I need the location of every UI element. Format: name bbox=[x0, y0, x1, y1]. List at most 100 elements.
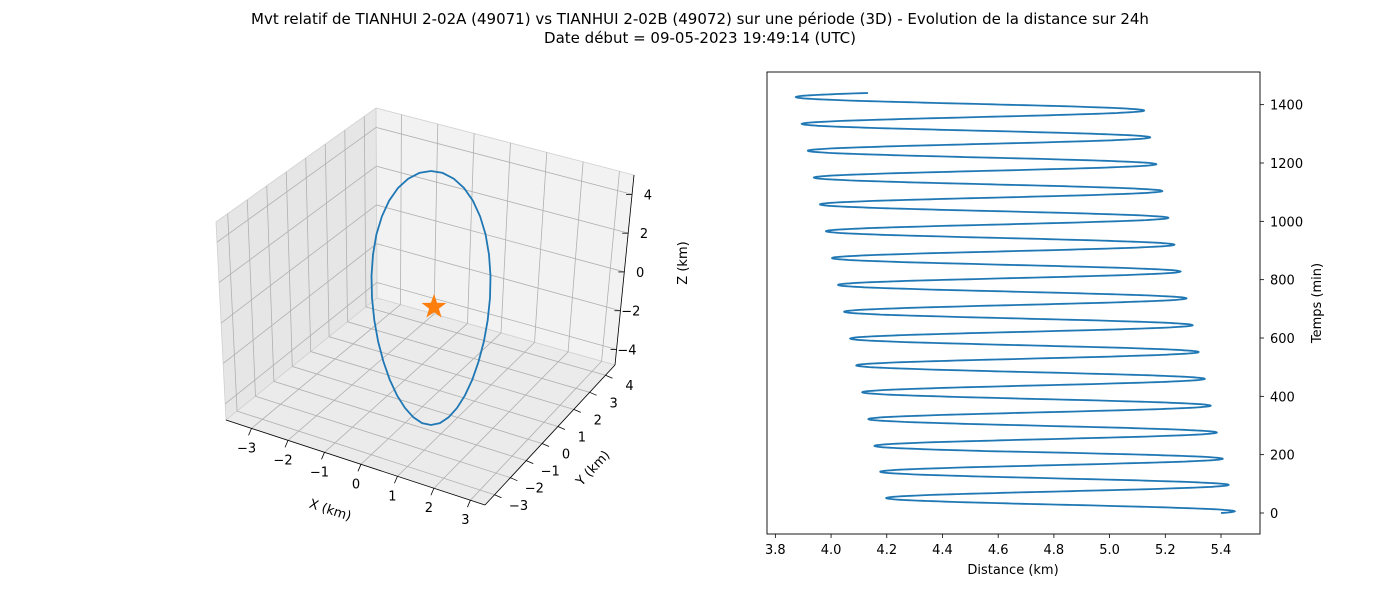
y-tick bbox=[573, 409, 581, 413]
x-gridline bbox=[567, 161, 584, 352]
y-tick-label-2d: 400 bbox=[1270, 390, 1295, 405]
y-gridline bbox=[365, 306, 606, 376]
y-gridline bbox=[246, 199, 256, 397]
figure-title-line1: Mvt relatif de TIANHUI 2-02A (49071) vs … bbox=[251, 10, 1149, 28]
y-tick bbox=[510, 477, 518, 482]
y-axis-line bbox=[484, 364, 616, 506]
y-tick-label: 2 bbox=[594, 413, 602, 428]
y-tick bbox=[494, 494, 502, 499]
z-tick-label: −2 bbox=[621, 305, 640, 320]
x-gridline bbox=[534, 152, 548, 343]
y-tick-label-2d: 200 bbox=[1270, 449, 1295, 464]
x-tick bbox=[394, 476, 398, 484]
x-axis-line bbox=[225, 419, 486, 506]
x-tick-label: 2 bbox=[425, 501, 433, 516]
x-axis-label: X (km) bbox=[307, 497, 353, 525]
y-axis-label-2d: Temps (min) bbox=[1310, 263, 1325, 344]
distance-series-line bbox=[794, 92, 1237, 514]
y-gridline bbox=[285, 171, 293, 367]
x-tick-label: −1 bbox=[310, 465, 329, 480]
x-tick bbox=[248, 428, 252, 436]
y-tick-label: 4 bbox=[625, 379, 633, 394]
x-gridline bbox=[500, 142, 511, 333]
y-tick-label-2d: 600 bbox=[1270, 332, 1295, 347]
x-tick bbox=[430, 488, 435, 496]
x-gridline bbox=[287, 313, 435, 441]
y-gridline bbox=[324, 144, 330, 337]
z-gridline bbox=[218, 165, 377, 283]
y-gridline bbox=[347, 321, 590, 393]
x-tick bbox=[357, 464, 362, 472]
y-gridline bbox=[266, 185, 275, 382]
x-gridline bbox=[433, 351, 569, 489]
x-gridline bbox=[470, 360, 602, 501]
orbit-line bbox=[370, 170, 492, 426]
z-gridline bbox=[376, 165, 629, 234]
y-tick-label-2d: 1400 bbox=[1270, 99, 1303, 114]
z-tick-label: 0 bbox=[636, 266, 644, 281]
z-gridline bbox=[376, 127, 633, 195]
y-gridline bbox=[292, 366, 543, 444]
y-gridline bbox=[363, 116, 367, 307]
x-tick bbox=[284, 440, 289, 448]
figure-title: Mvt relatif de TIANHUI 2-02A (49071) vs … bbox=[0, 10, 1400, 48]
x-tick bbox=[321, 452, 325, 460]
x-tick-label: 3 bbox=[461, 513, 469, 528]
y-gridline bbox=[305, 158, 312, 352]
y-tick-label: 3 bbox=[609, 396, 617, 411]
x-tick bbox=[467, 500, 471, 508]
z-tick-label: −4 bbox=[617, 343, 636, 358]
y-axis-label: Y (km) bbox=[573, 448, 614, 490]
z-gridline bbox=[376, 204, 625, 273]
plot-area-frame bbox=[766, 71, 1261, 535]
x-tick-label: −3 bbox=[237, 441, 256, 456]
y-gridline bbox=[273, 380, 527, 461]
y-tick-label-2d: 1000 bbox=[1270, 215, 1303, 230]
x-tick-label-2d: 3.8 bbox=[765, 543, 786, 558]
ticks-2d: 3.8 4.0 4.2 4.4 4.6 4.8 5.0 5.2 5.4 0 200 400 600 800… bbox=[765, 99, 1303, 558]
x-gridline bbox=[397, 342, 535, 477]
x-gridline bbox=[433, 124, 439, 315]
axes-3d bbox=[225, 174, 635, 506]
y-tick-label: 1 bbox=[578, 430, 586, 445]
z-gridline bbox=[224, 282, 378, 405]
x-tick-label-2d: 4.0 bbox=[821, 543, 842, 558]
y-tick-label: −3 bbox=[509, 499, 528, 514]
y-tick-label: −2 bbox=[525, 482, 544, 497]
y-tick-label: −1 bbox=[541, 465, 560, 480]
y-gridline bbox=[255, 395, 511, 479]
y-gridline bbox=[227, 213, 238, 412]
z-gridline bbox=[216, 127, 377, 243]
z-tick-label: 4 bbox=[644, 188, 652, 203]
x-tick-label: −2 bbox=[273, 453, 292, 468]
z-gridline bbox=[220, 204, 377, 324]
x-gridline bbox=[324, 323, 468, 453]
figure-title-line2: Date début = 09-05-2023 19:49:14 (UTC) bbox=[544, 29, 856, 47]
x-tick-label-2d: 4.2 bbox=[876, 543, 897, 558]
y-tick bbox=[541, 443, 550, 447]
z-tick-label: 2 bbox=[640, 227, 648, 242]
z-gridline bbox=[376, 282, 617, 350]
y-tick bbox=[605, 374, 613, 379]
x-tick-label: 1 bbox=[388, 489, 396, 504]
x-tick-label-2d: 4.6 bbox=[988, 543, 1009, 558]
x-tick-label-2d: 5.4 bbox=[1211, 543, 1232, 558]
z-gridline bbox=[222, 243, 377, 364]
y-gridline bbox=[310, 351, 559, 427]
x-axis-label-2d: Distance (km) bbox=[967, 563, 1058, 578]
y-tick bbox=[526, 460, 534, 464]
y-gridline bbox=[329, 336, 574, 410]
y-tick-label-2d: 1200 bbox=[1270, 157, 1303, 172]
y-tick-label-2d: 800 bbox=[1270, 274, 1295, 289]
z-axis-line bbox=[614, 174, 635, 366]
x-tick-label-2d: 5.0 bbox=[1099, 543, 1120, 558]
y-tick bbox=[557, 426, 566, 430]
x-gridline bbox=[400, 114, 402, 305]
star-marker bbox=[421, 294, 447, 318]
y-tick-label-2d: 0 bbox=[1270, 507, 1278, 522]
z-gridline bbox=[376, 243, 621, 312]
x-gridline bbox=[360, 332, 502, 465]
